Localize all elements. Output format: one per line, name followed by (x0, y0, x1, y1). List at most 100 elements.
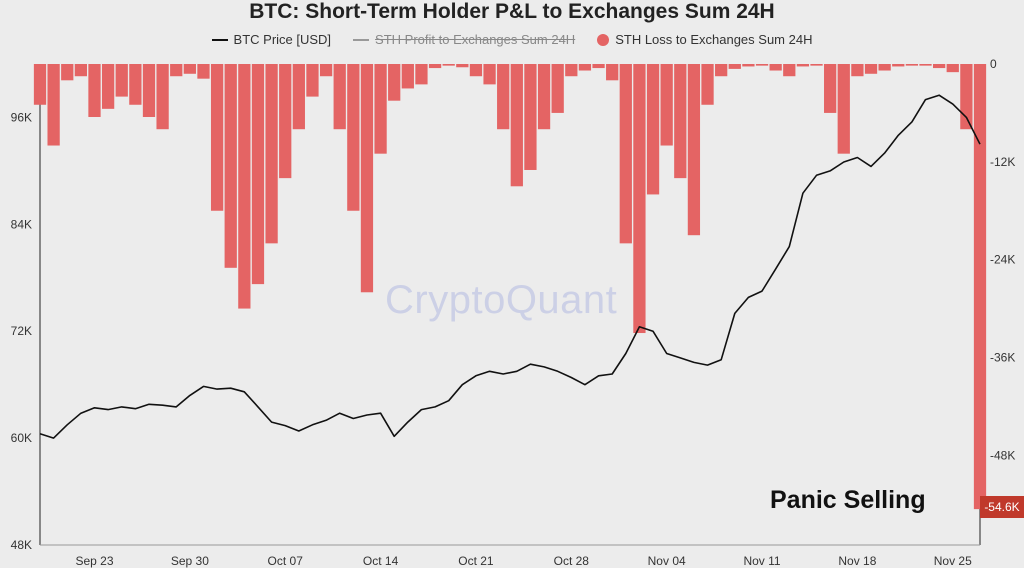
loss-bar (319, 64, 333, 77)
loss-bar (892, 64, 905, 67)
legend-line-icon (211, 38, 228, 41)
legend-label: STH Loss to Exchanges Sum 24H (615, 32, 813, 47)
loss-bar (796, 64, 810, 67)
loss-bar (537, 64, 551, 130)
y-tick-label-right: -24K (990, 253, 1015, 267)
loss-bar (524, 64, 537, 170)
y-tick-label-right: -12K (990, 155, 1015, 169)
loss-bar (769, 64, 782, 71)
y-tick-label-left: 96K (11, 110, 32, 124)
loss-bar (456, 64, 469, 68)
x-tick-label: Nov 11 (743, 554, 780, 568)
loss-bar (687, 64, 701, 236)
loss-bar (347, 64, 360, 211)
loss-bar (606, 64, 619, 81)
loss-bar (619, 64, 632, 244)
loss-bar (183, 64, 196, 74)
loss-bar (428, 64, 442, 69)
x-tick-label: Oct 28 (554, 554, 590, 568)
loss-bar (101, 64, 115, 109)
loss-bar (142, 64, 156, 117)
last-value-badge: -54.6K (980, 496, 1024, 518)
loss-bar (660, 64, 673, 146)
loss-bar (973, 64, 987, 510)
loss-bar (905, 64, 919, 66)
x-tick-label: Sep 30 (171, 554, 209, 568)
x-tick-label: Nov 04 (648, 554, 686, 568)
loss-bar (742, 64, 755, 67)
x-tick-label: Nov 18 (838, 554, 876, 568)
loss-bar (224, 64, 237, 268)
y-tick-label-left: 84K (11, 217, 32, 231)
y-tick-label-left: 60K (11, 431, 32, 445)
x-tick-label: Sep 23 (75, 554, 113, 568)
legend-line-icon (353, 38, 370, 41)
loss-bar (197, 64, 210, 79)
loss-bar (388, 64, 401, 101)
loss-bar (115, 64, 128, 97)
loss-bar (824, 64, 837, 113)
loss-bar (442, 64, 455, 66)
loss-bar (170, 64, 183, 77)
loss-bar (919, 64, 932, 66)
loss-bar (156, 64, 169, 130)
loss-bar (415, 64, 428, 85)
loss-bar (837, 64, 850, 154)
loss-bar (251, 64, 265, 285)
loss-bar (497, 64, 510, 130)
loss-bar (306, 64, 319, 97)
loss-bar (578, 64, 592, 71)
legend-item-sth-profit[interactable]: STH Profit to Exchanges Sum 24H (353, 32, 575, 47)
loss-bar (360, 64, 374, 293)
legend-item-sth-loss[interactable]: STH Loss to Exchanges Sum 24H (597, 32, 812, 47)
loss-bar (701, 64, 714, 105)
loss-bar (674, 64, 687, 179)
loss-bar (755, 64, 769, 66)
y-tick-label-right: 0 (990, 57, 997, 71)
loss-bar (74, 64, 87, 77)
loss-bar (469, 64, 483, 77)
loss-bar (483, 64, 496, 85)
y-tick-label-right: -36K (990, 350, 1015, 364)
loss-bar (61, 64, 74, 81)
loss-bar (88, 64, 101, 117)
legend-label: BTC Price [USD] (233, 32, 332, 47)
loss-bar (210, 64, 224, 211)
loss-bar (946, 64, 959, 73)
btc-price-line (39, 94, 981, 439)
loss-bar (783, 64, 796, 77)
y-tick-label-left: 72K (11, 324, 32, 338)
loss-bar (933, 64, 946, 69)
loss-bar (374, 64, 387, 154)
loss-bar (129, 64, 142, 105)
y-tick-label-right: -48K (990, 448, 1015, 462)
x-tick-label: Oct 07 (268, 554, 304, 568)
loss-bar (878, 64, 891, 71)
loss-bar (633, 64, 646, 334)
loss-bar (565, 64, 578, 77)
loss-bar (292, 64, 305, 130)
loss-bar (401, 64, 414, 89)
chart-title: BTC: Short-Term Holder P&L to Exchanges … (249, 0, 775, 23)
loss-bar (728, 64, 741, 69)
legend-item-btc-price[interactable]: BTC Price [USD] (211, 32, 332, 47)
loss-bar (851, 64, 864, 77)
legend-dot-icon (597, 33, 610, 46)
x-tick-label: Oct 14 (363, 554, 399, 568)
loss-bar (810, 64, 823, 66)
y-tick-label-left: 48K (11, 538, 32, 552)
x-tick-label: Oct 21 (458, 554, 494, 568)
loss-bar (864, 64, 878, 74)
loss-bar (47, 64, 60, 146)
loss-bar (715, 64, 728, 77)
loss-bar (265, 64, 278, 244)
loss-bar (510, 64, 523, 187)
loss-bar (279, 64, 292, 179)
loss-bar (551, 64, 564, 113)
legend: BTC Price [USD] STH Profit to Exchanges … (0, 32, 1024, 47)
loss-bar (33, 64, 47, 105)
loss-bar (238, 64, 251, 309)
loss-bar (592, 64, 605, 69)
